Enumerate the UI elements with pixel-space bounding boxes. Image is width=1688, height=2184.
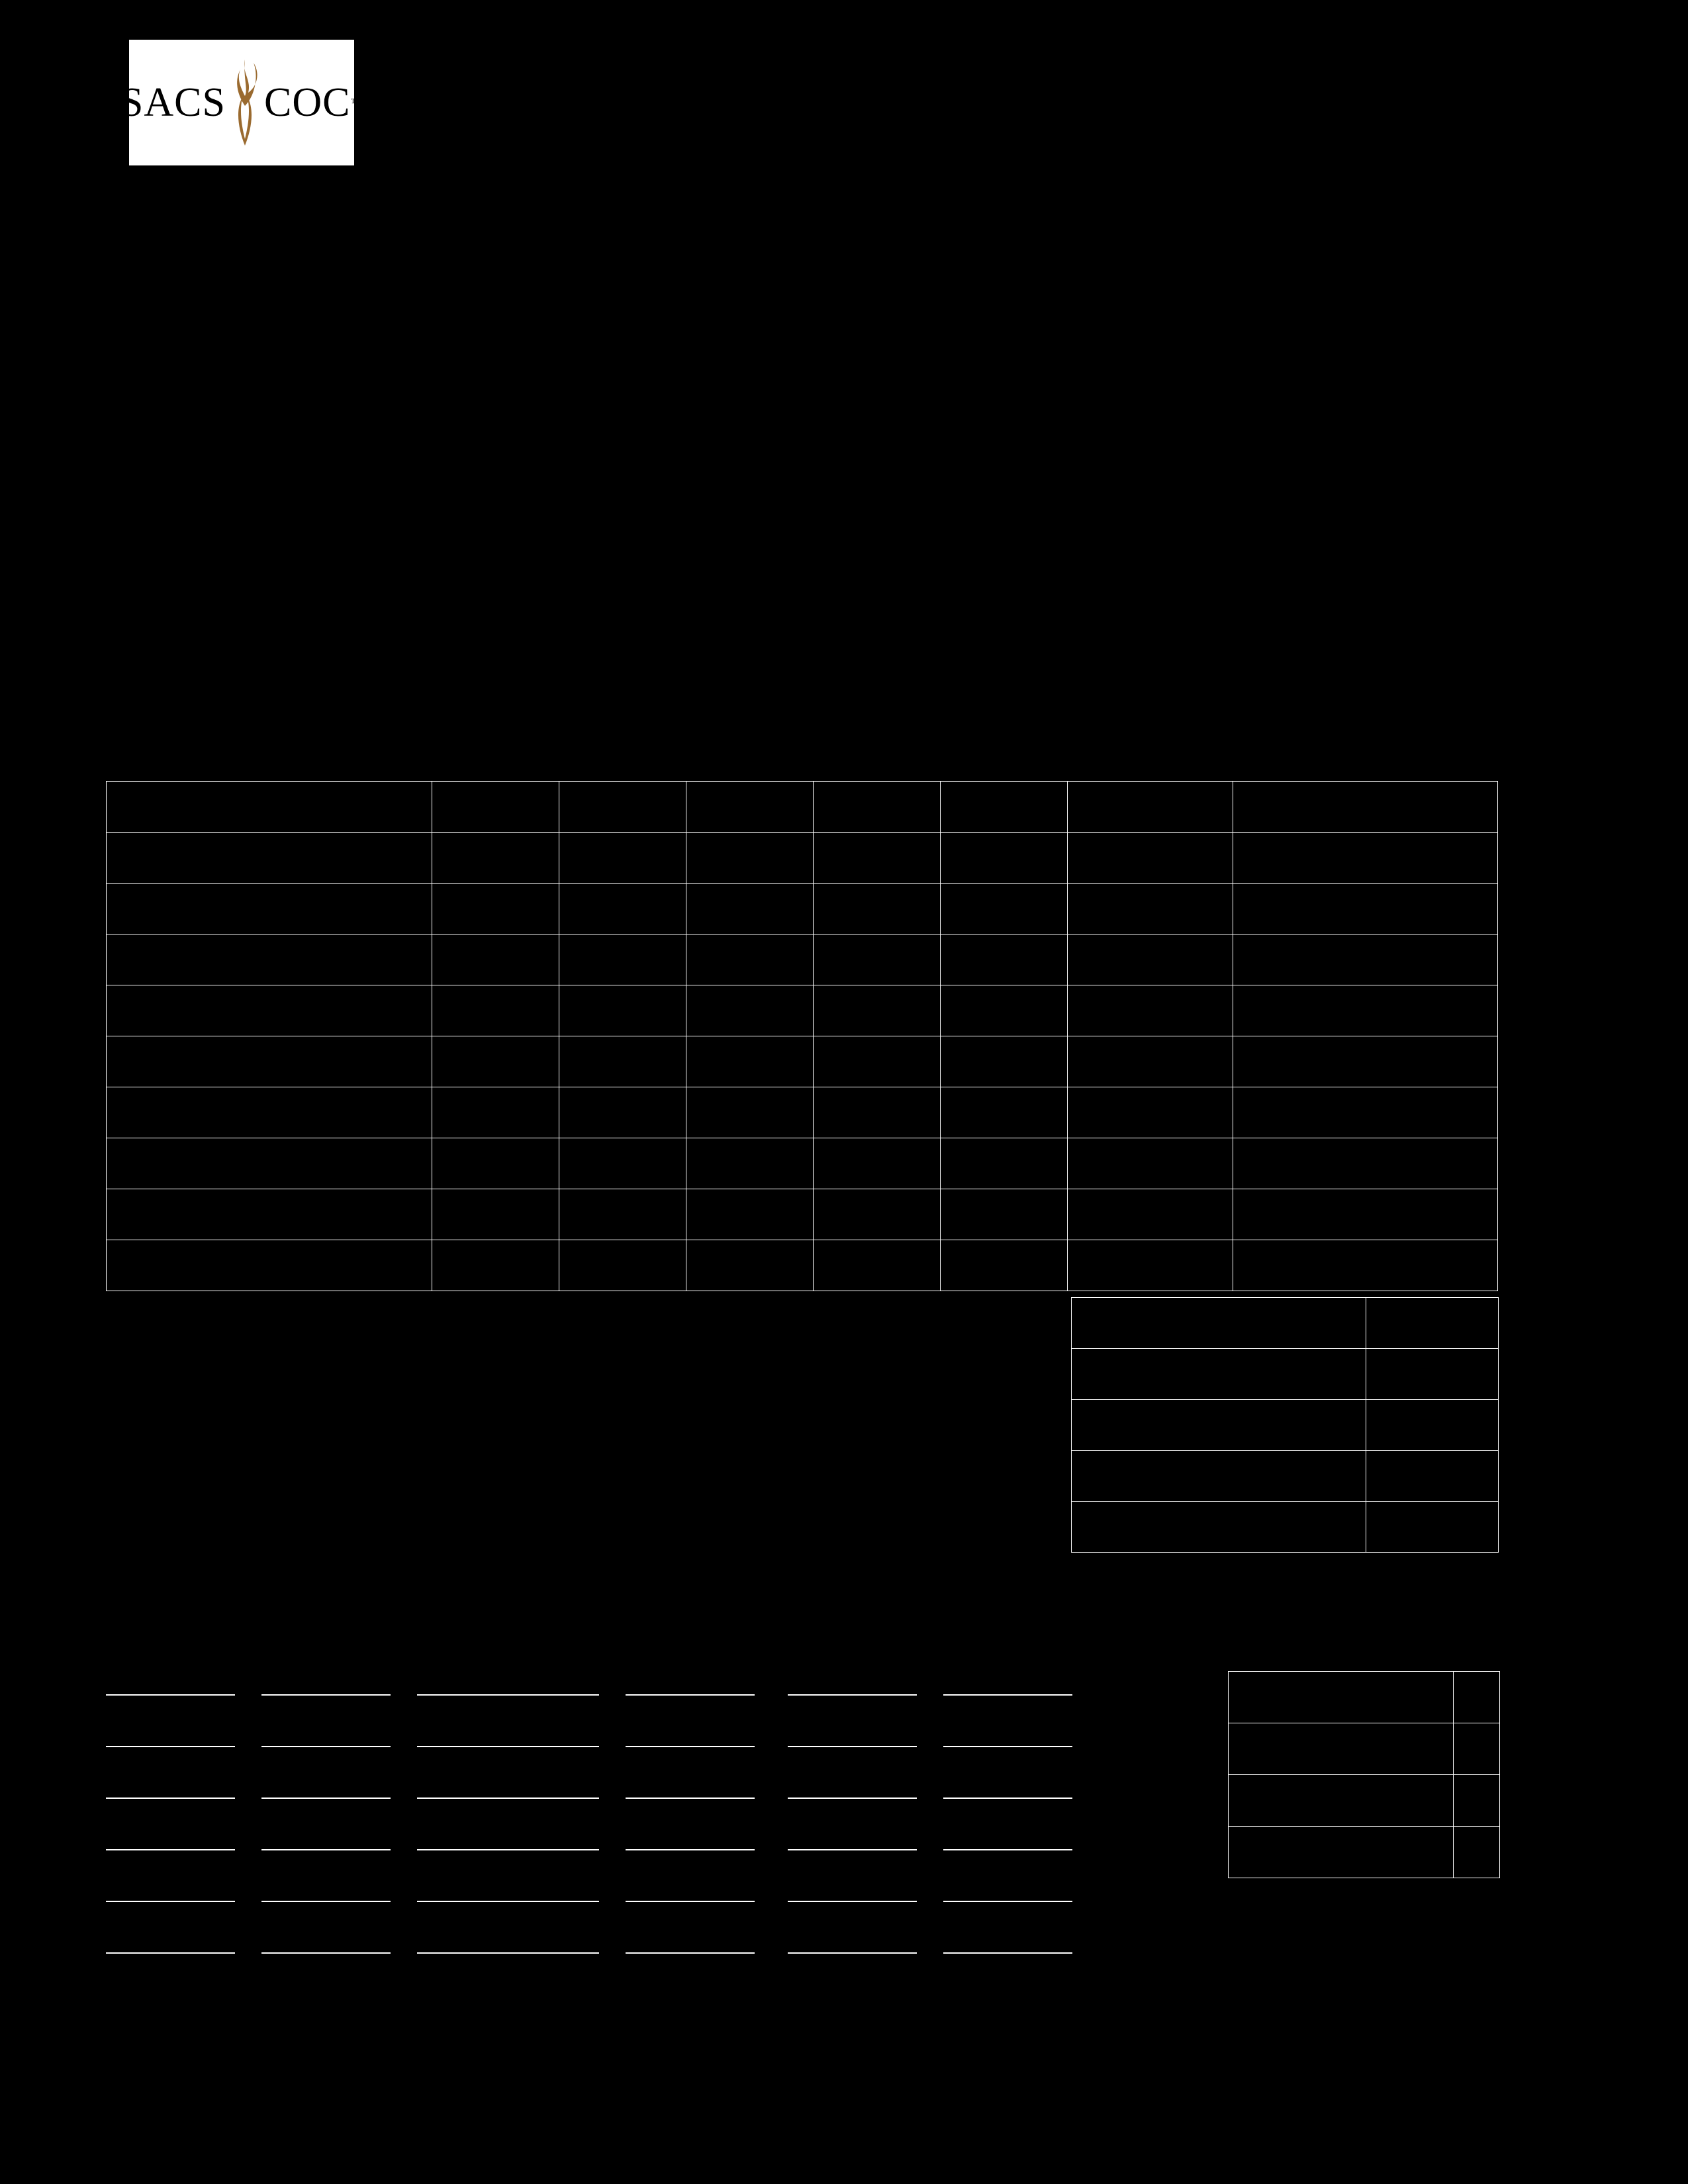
dash-group-1 (106, 1694, 391, 1954)
table-row (1229, 1775, 1500, 1827)
logo-text: SACS COC ™ (120, 60, 363, 146)
table-row (1072, 1298, 1499, 1349)
table-row (1072, 1502, 1499, 1553)
table-row (107, 1138, 1498, 1189)
table-row (107, 934, 1498, 985)
dash-group-3 (788, 1694, 1072, 1954)
sacscoc-logo: SACS COC ™ (129, 40, 354, 165)
table-row (107, 1240, 1498, 1291)
table-row (107, 1036, 1498, 1087)
table-row (1229, 1827, 1500, 1878)
dash-group-2 (417, 1694, 755, 1954)
flame-icon (228, 60, 261, 146)
table-row (1072, 1349, 1499, 1400)
table-row (1229, 1672, 1500, 1723)
logo-right: COC (264, 79, 350, 126)
table-row (107, 833, 1498, 884)
table-row (107, 1189, 1498, 1240)
table-row (107, 782, 1498, 833)
table-row (107, 1087, 1498, 1138)
logo-tm: ™ (350, 96, 363, 110)
table-row (107, 884, 1498, 934)
main-data-table (106, 781, 1498, 1291)
summary-table (1071, 1297, 1499, 1553)
table-row (107, 985, 1498, 1036)
lower-right-table (1228, 1671, 1500, 1878)
table-row (1229, 1723, 1500, 1775)
logo-left: SACS (120, 79, 226, 126)
table-row (1072, 1400, 1499, 1451)
table-row (1072, 1451, 1499, 1502)
